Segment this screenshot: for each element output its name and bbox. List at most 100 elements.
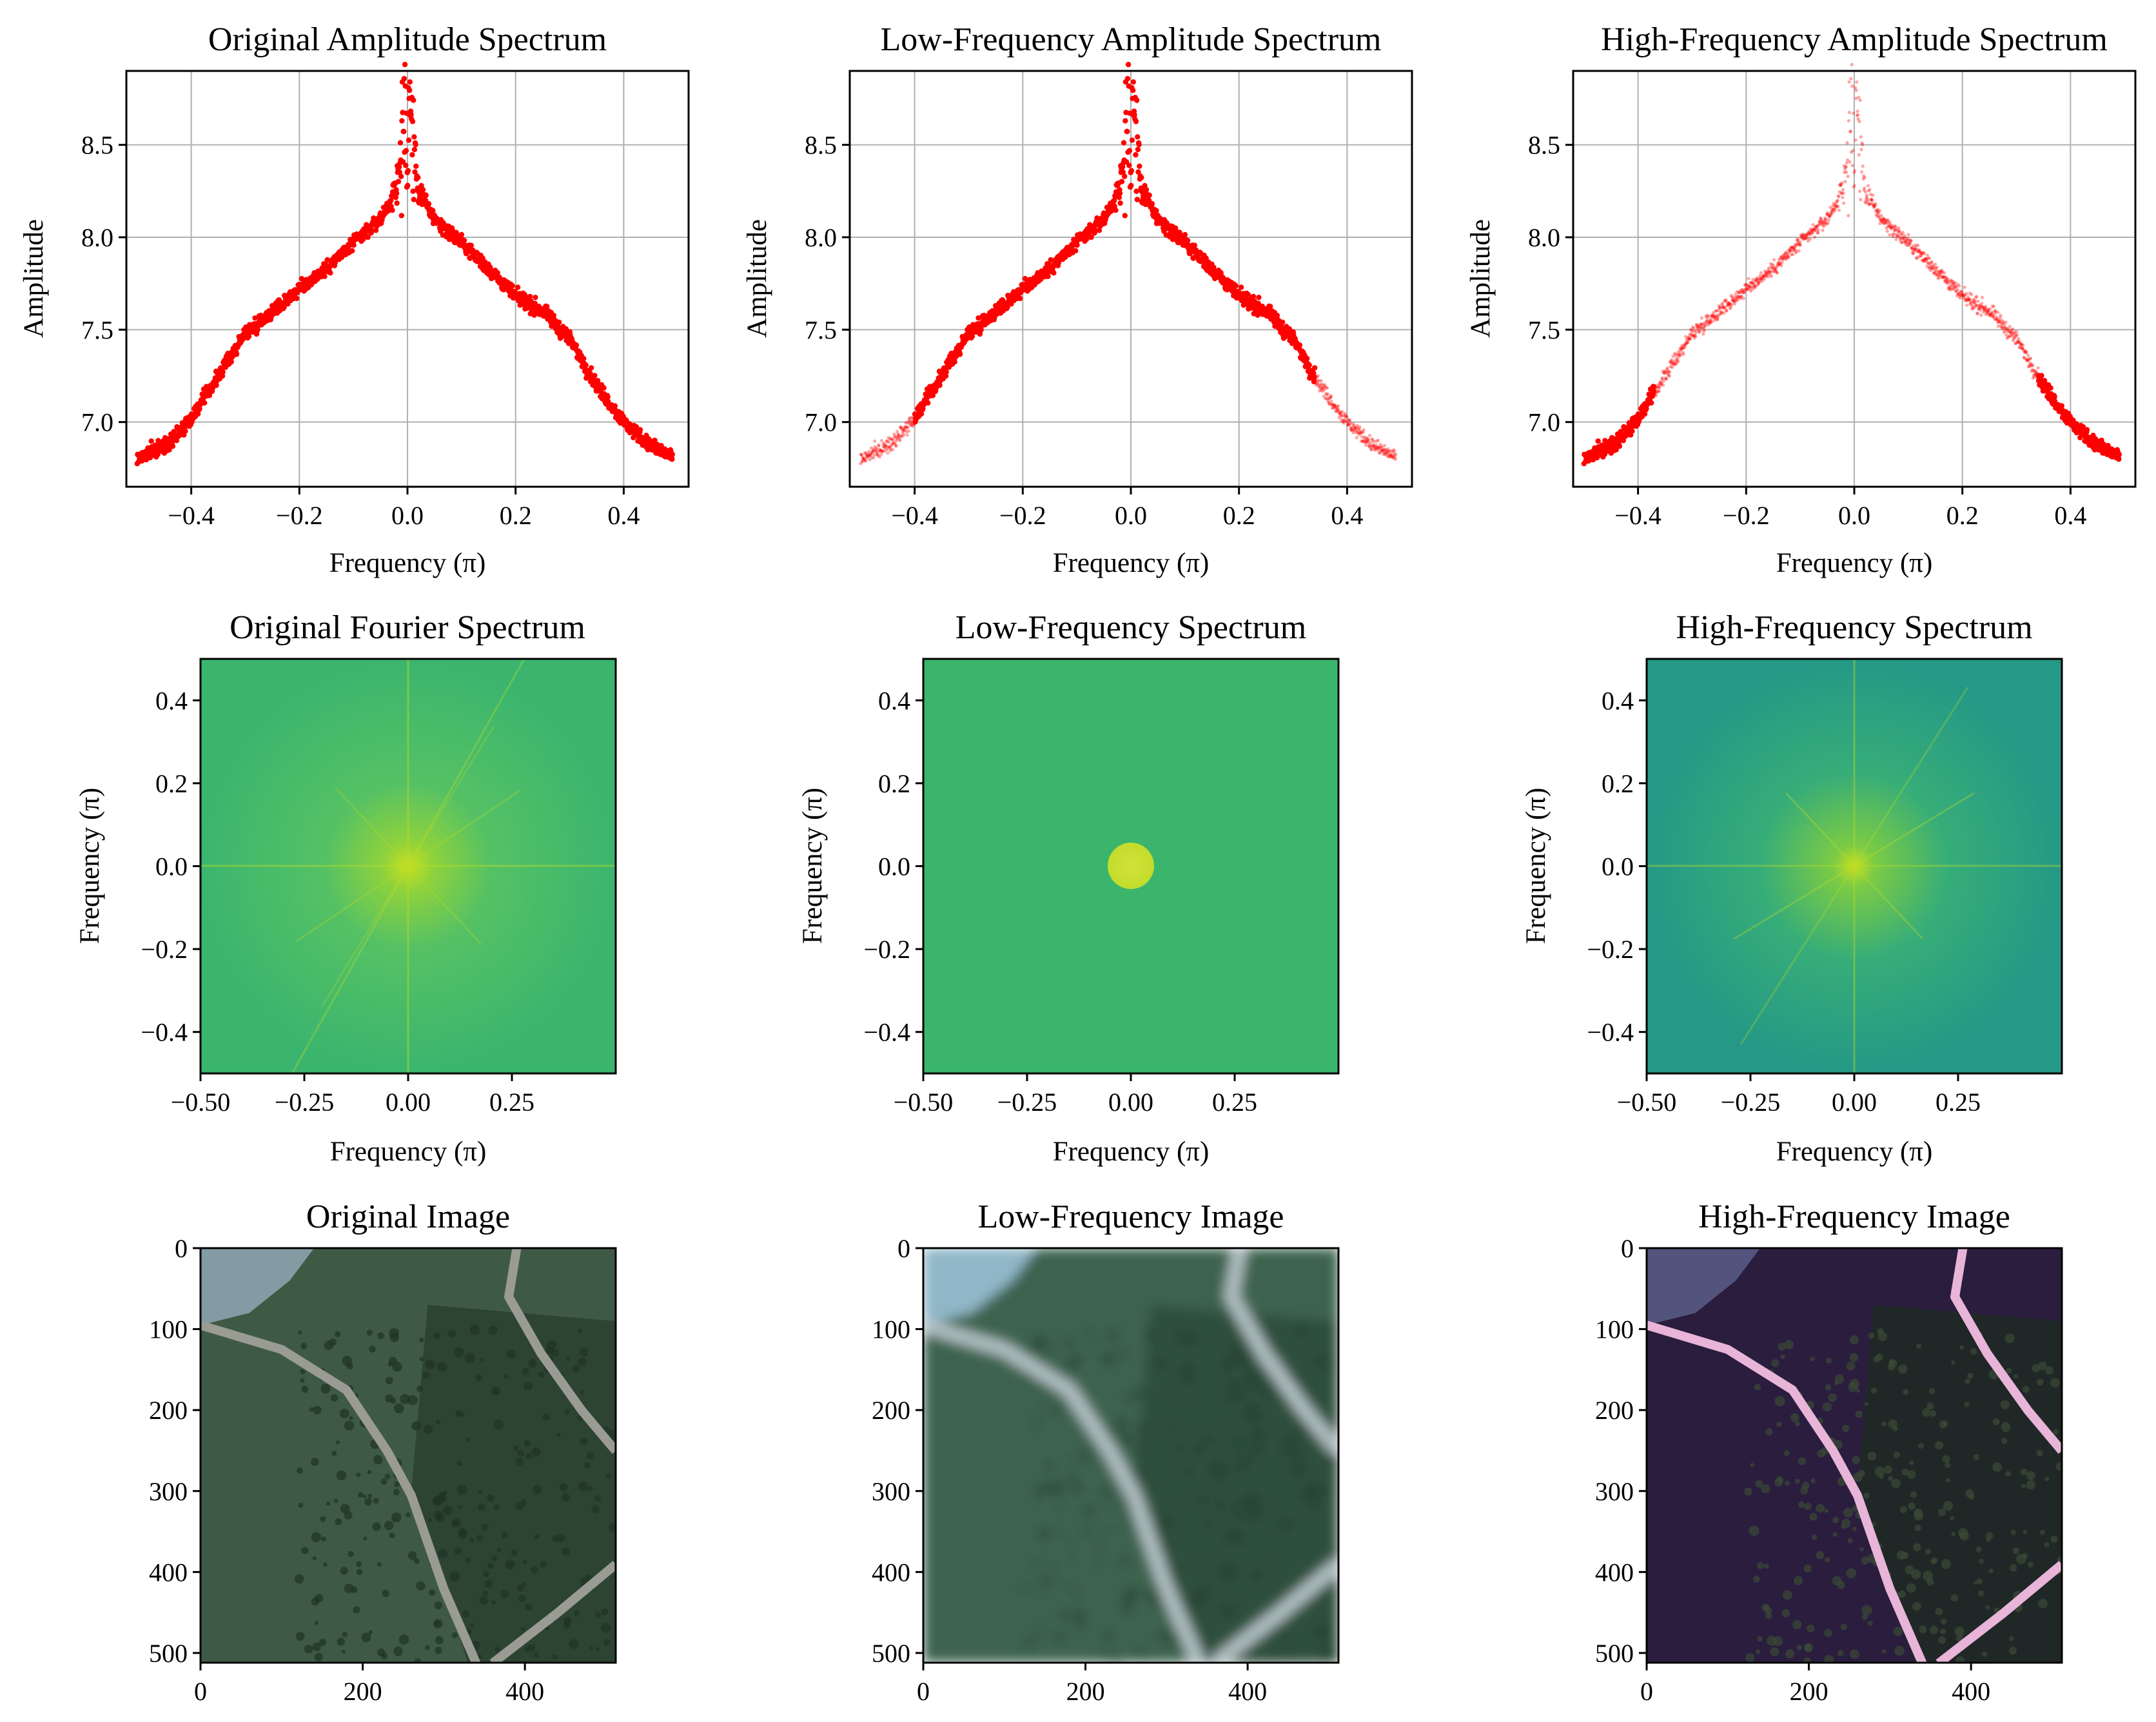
amplitude-point <box>1740 290 1744 294</box>
amplitude-point <box>1716 318 1720 322</box>
tree-dot <box>1047 1482 1056 1491</box>
amplitude-point <box>1391 450 1395 454</box>
amplitude-point <box>1921 250 1925 254</box>
tree-dot <box>300 1369 306 1375</box>
amplitude-point <box>1852 184 1856 188</box>
amplitude-point <box>869 451 873 455</box>
amplitude-point <box>889 437 893 441</box>
y-tick-label: 400 <box>872 1558 910 1587</box>
amplitude-point <box>1765 271 1769 275</box>
tree-dot <box>1194 1445 1203 1454</box>
amplitude-point <box>1709 319 1712 323</box>
tree-dot <box>569 1639 579 1649</box>
tree-dot <box>1194 1494 1202 1502</box>
amplitude-point <box>1684 341 1688 345</box>
amplitude-point <box>2028 357 2032 361</box>
tree-dot <box>298 1502 304 1508</box>
amplitude-point <box>2033 369 2037 373</box>
amplitude-point <box>1925 257 1928 261</box>
amplitude-point <box>1320 386 1324 391</box>
amplitude-point <box>1723 299 1727 303</box>
tree-dot <box>346 1362 353 1370</box>
x-axis-label: Frequency (π) <box>1053 548 1210 578</box>
amplitude-point <box>1369 448 1373 452</box>
amplitude-point <box>1769 275 1774 279</box>
amplitude-point <box>1862 188 1866 192</box>
tree-dot <box>1333 1366 1338 1372</box>
tree-dot <box>2004 1333 2015 1344</box>
amplitude-point <box>1656 384 1660 387</box>
amplitude-point <box>1388 453 1393 456</box>
tree-dot <box>368 1493 373 1498</box>
amplitude-point <box>1873 205 1877 209</box>
amplitude-point <box>1826 221 1830 225</box>
tree-dot <box>419 1337 424 1343</box>
aerial-image <box>201 1248 616 1663</box>
amplitude-point <box>1715 317 1719 321</box>
amplitude-point <box>1925 259 1928 263</box>
amplitude-point <box>1672 362 1676 366</box>
amplitude-point <box>1661 384 1665 387</box>
amplitude-point <box>1337 416 1341 420</box>
amplitude-point <box>1791 245 1795 249</box>
y-ticks: 0.40.20.0−0.2−0.4 <box>1587 686 1647 1047</box>
amplitude-point <box>1744 286 1748 290</box>
tree-dot <box>433 1619 443 1629</box>
spectrum-star-streaks <box>201 658 616 1074</box>
amplitude-point <box>1889 227 1893 231</box>
amplitude-point <box>1864 201 1868 205</box>
amplitude-point <box>2027 364 2031 368</box>
amplitude-point <box>1910 246 1914 250</box>
amplitude-point <box>592 373 598 378</box>
amplitude-point <box>1760 279 1764 283</box>
tree-dot <box>1042 1576 1052 1586</box>
amplitude-point <box>1358 431 1362 435</box>
amplitude-point <box>1883 221 1886 225</box>
tree-dot <box>414 1658 421 1663</box>
x-tick-label: −0.50 <box>171 1088 231 1117</box>
amplitude-point <box>1984 312 1988 317</box>
amplitude-point <box>1750 281 1754 285</box>
amplitude-point <box>1912 249 1916 253</box>
bare-patch <box>201 1248 315 1326</box>
amplitude-point <box>1669 360 1673 364</box>
amplitude-point <box>1846 158 1850 162</box>
tree-dot <box>1181 1440 1185 1445</box>
amplitude-point <box>906 421 910 425</box>
amplitude-point <box>1900 233 1904 237</box>
amplitude-point <box>889 447 893 451</box>
amplitude-point <box>1899 232 1903 236</box>
amplitude-point <box>1662 371 1666 375</box>
amplitude-point <box>1801 232 1805 236</box>
tree-dot <box>334 1331 341 1338</box>
amplitude-point <box>1881 221 1885 225</box>
panel-img-low: Low-Frequency Image 0 200 400 010020030040… <box>872 1199 1340 1706</box>
amplitude-point <box>1387 449 1391 453</box>
amplitude-point <box>1747 285 1751 289</box>
amplitude-point <box>1338 412 1342 416</box>
amplitude-point <box>1692 326 1696 330</box>
tree-dot <box>1067 1538 1073 1543</box>
amplitude-point <box>1725 300 1729 304</box>
amplitude-point <box>1721 306 1725 310</box>
amplitude-point <box>918 411 925 417</box>
amplitude-point <box>898 438 902 442</box>
amplitude-point <box>1966 295 1970 299</box>
amplitude-point <box>2017 339 2021 344</box>
tree-dot <box>524 1382 533 1391</box>
y-tick-label: −0.4 <box>141 1018 188 1047</box>
amplitude-point <box>1135 134 1141 140</box>
x-tick-label: −0.25 <box>997 1088 1057 1117</box>
amplitude-point <box>1939 270 1943 274</box>
tree-dot <box>1220 1367 1227 1373</box>
panel-title: High-Frequency Amplitude Spectrum <box>1601 21 2108 58</box>
amplitude-point <box>1391 456 1395 460</box>
tree-dot <box>1083 1525 1091 1534</box>
amplitude-point <box>1713 317 1717 320</box>
x-axis-label: Frequency (π) <box>1776 1137 1933 1167</box>
amplitude-point <box>1874 202 1877 206</box>
tree-dot <box>1228 1379 1238 1389</box>
amplitude-point <box>1754 284 1758 288</box>
amplitude-point <box>1986 309 1990 313</box>
tree-dot <box>1112 1338 1118 1345</box>
